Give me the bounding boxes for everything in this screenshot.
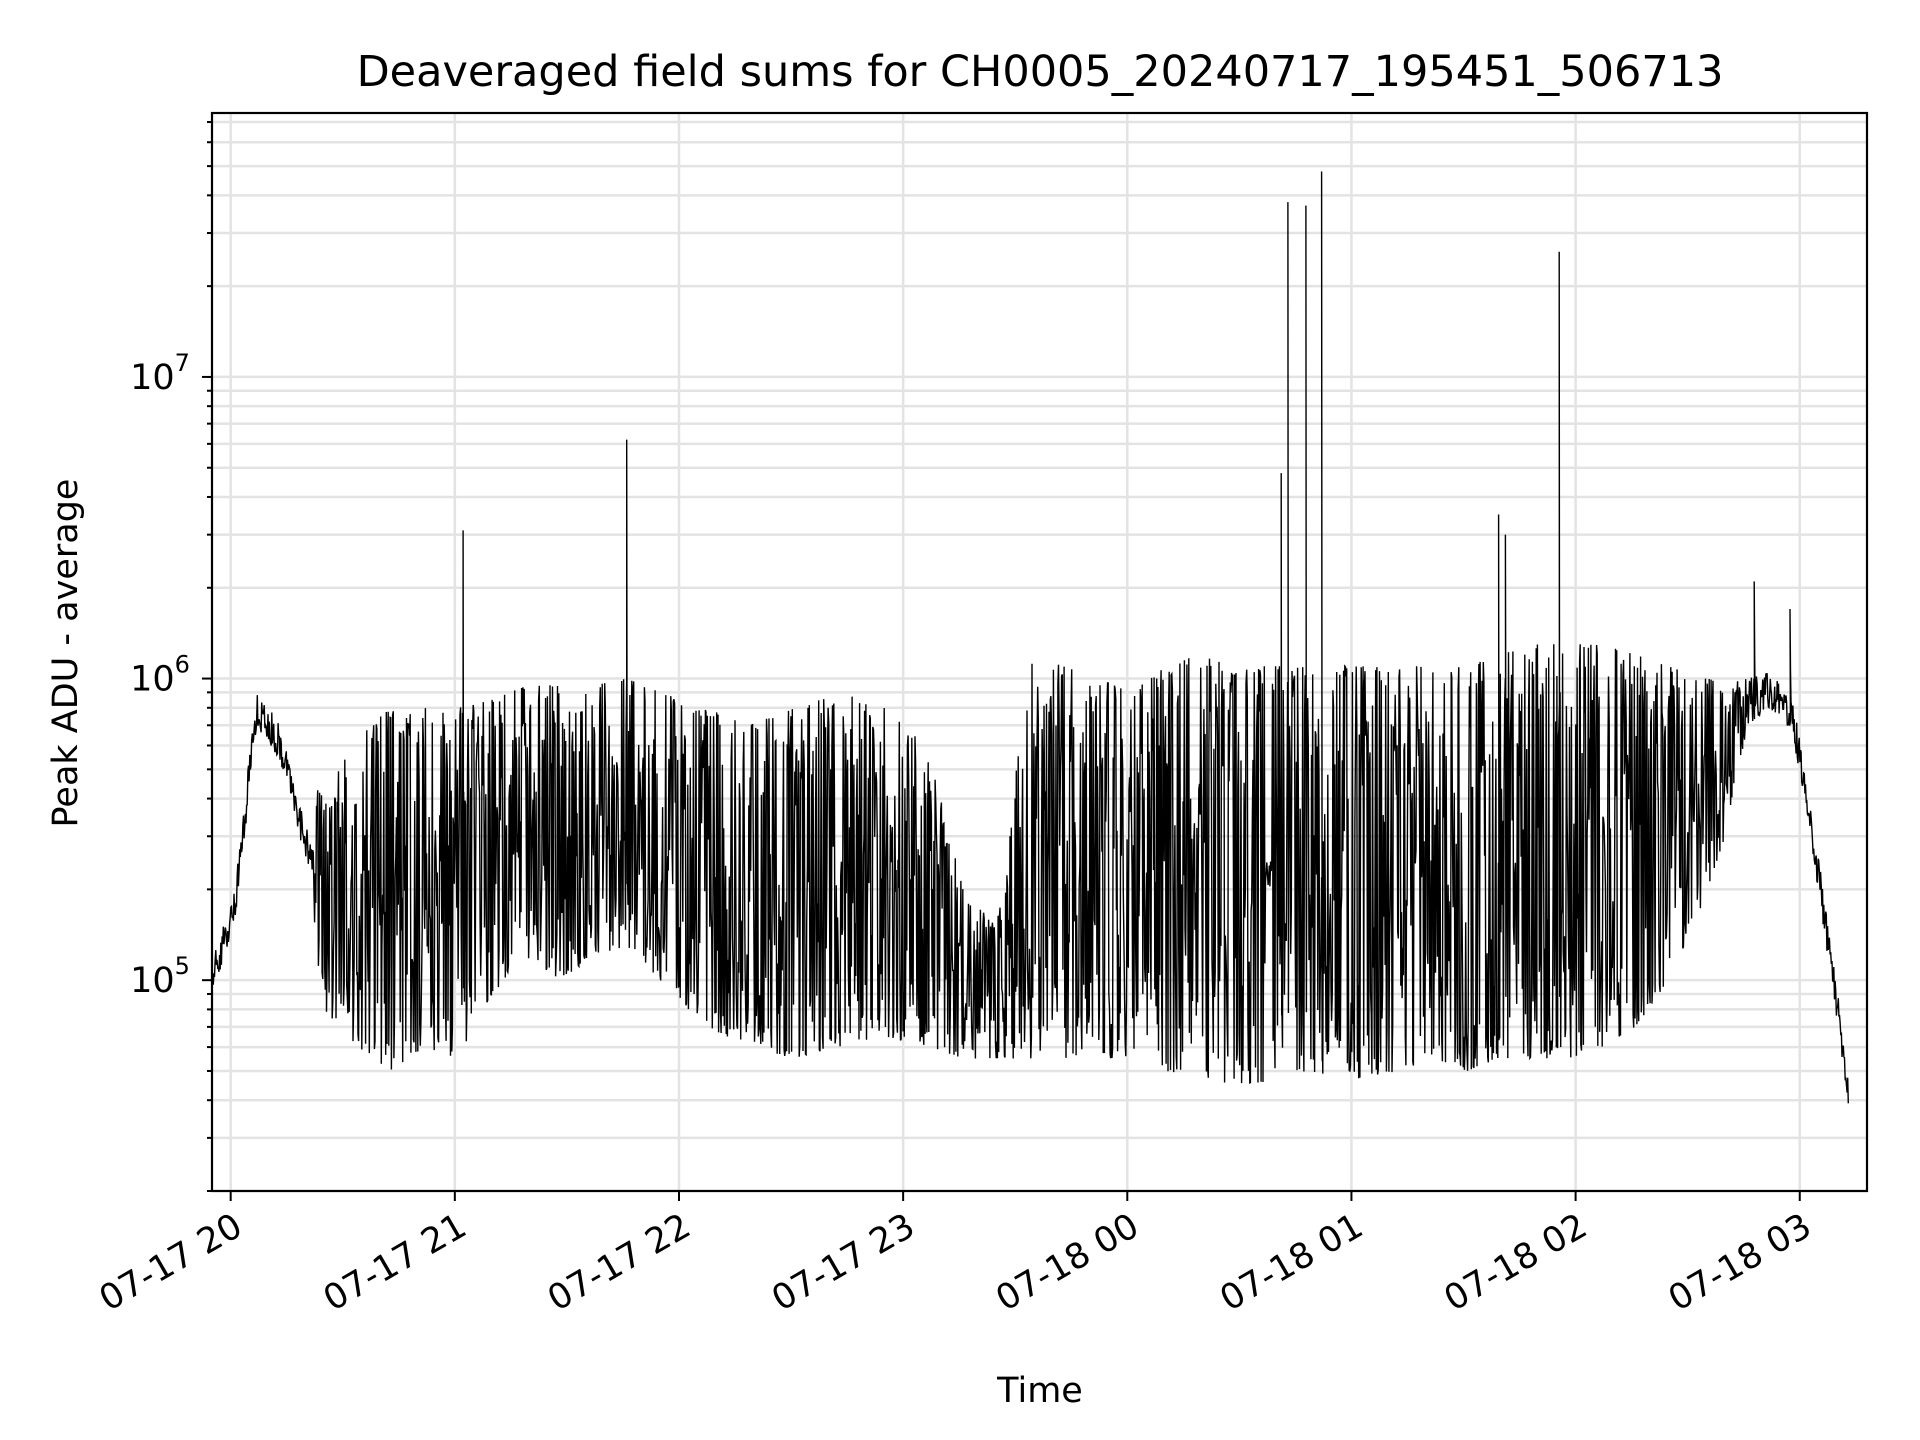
chart-title: Deaveraged field sums for CH0005_2024071…: [357, 47, 1724, 97]
series-line-peak-adu: [211, 171, 1849, 1104]
y-tick-exponent: 5: [175, 952, 190, 980]
x-tick-label: 07-17 23: [765, 1206, 921, 1319]
axis-ticks: [202, 121, 1801, 1201]
series-layer: [211, 171, 1849, 1104]
y-tick-label: 106: [130, 651, 190, 700]
x-axis-label: Time: [996, 1371, 1083, 1411]
y-tick-label: 107: [130, 349, 190, 398]
x-tick-label: 07-18 01: [1214, 1206, 1370, 1319]
x-tick-label: 07-17 21: [317, 1206, 473, 1319]
x-tick-label: 07-17 20: [93, 1206, 249, 1319]
y-tick-exponent: 7: [175, 349, 190, 377]
plot-frame: [210, 111, 1869, 1193]
x-tick-label: 07-18 00: [990, 1206, 1146, 1319]
x-tick-label: 07-17 22: [541, 1206, 697, 1319]
x-tick-label: 07-18 03: [1662, 1206, 1818, 1319]
y-tick-label: 105: [130, 952, 190, 1001]
y-axis-label: Peak ADU - average: [46, 479, 86, 828]
x-tick-label: 07-18 02: [1438, 1206, 1594, 1319]
y-tick-exponent: 6: [175, 651, 190, 679]
